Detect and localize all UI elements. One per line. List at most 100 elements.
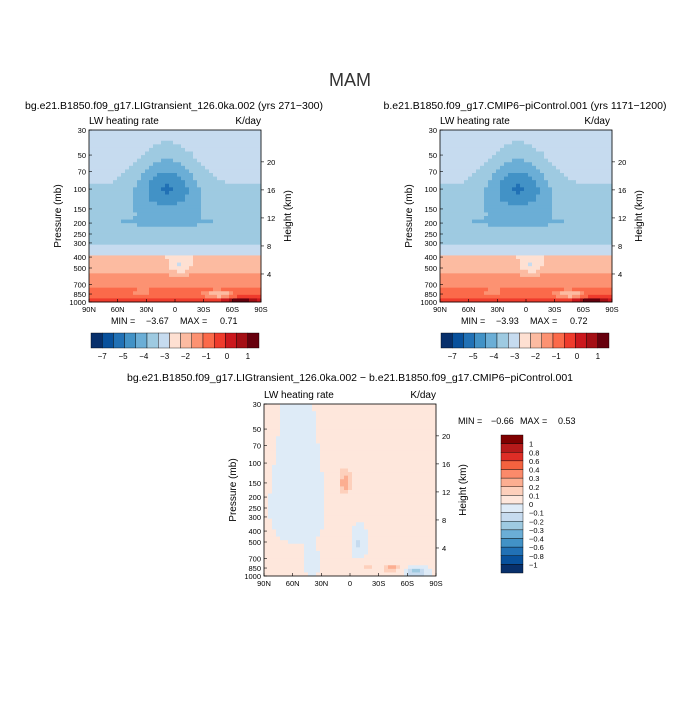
field-cell xyxy=(137,205,141,209)
field-cell xyxy=(304,411,308,415)
field-cell xyxy=(460,152,464,156)
field-cell xyxy=(496,266,500,270)
field-cell xyxy=(532,212,536,216)
field-cell xyxy=(480,202,484,206)
field-cell xyxy=(468,227,472,231)
field-cell xyxy=(496,202,500,206)
field-cell xyxy=(300,526,304,530)
field-cell xyxy=(245,148,249,152)
field-cell xyxy=(300,404,304,408)
field-cell xyxy=(165,277,169,281)
panel-1-plot: 3050701001502002503004005007008501000201… xyxy=(53,126,294,314)
field-cell xyxy=(568,184,572,188)
field-cell xyxy=(460,216,464,220)
field-cell xyxy=(268,551,272,555)
field-cell xyxy=(484,180,488,184)
field-cell xyxy=(604,180,608,184)
field-cell xyxy=(308,555,312,559)
field-cell xyxy=(312,508,316,512)
field-cell xyxy=(121,234,125,238)
field-cell xyxy=(500,134,504,138)
field-cell xyxy=(444,295,448,299)
field-cell xyxy=(237,166,241,170)
field-cell xyxy=(205,144,209,148)
field-cell xyxy=(117,162,121,166)
field-cell xyxy=(97,263,101,267)
field-cell xyxy=(173,173,177,177)
field-cell xyxy=(308,547,312,551)
field-cell xyxy=(496,191,500,195)
field-cell xyxy=(536,216,540,220)
field-cell xyxy=(245,227,249,231)
field-cell xyxy=(440,159,444,163)
field-cell xyxy=(205,130,209,134)
field-cell xyxy=(101,255,105,259)
field-cell xyxy=(233,166,237,170)
field-cell xyxy=(117,230,121,234)
field-cell xyxy=(153,288,157,292)
field-cell xyxy=(272,569,276,573)
field-cell xyxy=(308,504,312,508)
field-cell xyxy=(444,144,448,148)
field-cell xyxy=(213,273,217,277)
field-cell xyxy=(89,141,93,145)
field-cell xyxy=(117,273,121,277)
field-cell xyxy=(93,273,97,277)
field-cell xyxy=(460,191,464,195)
field-cell xyxy=(280,479,284,483)
field-cell xyxy=(536,130,540,134)
field-cell xyxy=(177,291,181,295)
field-cell xyxy=(556,144,560,148)
field-cell xyxy=(464,148,468,152)
field-cell xyxy=(229,144,233,148)
field-cell xyxy=(552,134,556,138)
field-cell xyxy=(189,162,193,166)
field-cell xyxy=(280,422,284,426)
field-cell xyxy=(245,177,249,181)
field-cell xyxy=(141,273,145,277)
field-cell xyxy=(500,234,504,238)
field-cell xyxy=(540,166,544,170)
field-cell xyxy=(500,141,504,145)
field-cell xyxy=(272,461,276,465)
field-cell xyxy=(129,173,133,177)
field-cell xyxy=(312,540,316,544)
field-cell xyxy=(504,288,508,292)
field-cell xyxy=(476,241,480,245)
field-cell xyxy=(492,263,496,267)
field-cell xyxy=(600,281,604,285)
field-cell xyxy=(548,177,552,181)
field-cell xyxy=(540,223,544,227)
field-cell xyxy=(97,209,101,213)
y-tick-label: 400 xyxy=(73,253,86,262)
field-cell xyxy=(253,141,257,145)
field-cell xyxy=(556,159,560,163)
field-cell xyxy=(452,173,456,177)
field-cell xyxy=(193,209,197,213)
field-cell xyxy=(572,259,576,263)
field-cell xyxy=(181,270,185,274)
field-cell xyxy=(268,404,272,408)
field-cell xyxy=(149,191,153,195)
field-cell xyxy=(464,255,468,259)
field-cell xyxy=(185,220,189,224)
field-cell xyxy=(157,284,161,288)
field-cell xyxy=(109,270,113,274)
field-cell xyxy=(604,241,608,245)
field-cell xyxy=(229,162,233,166)
field-cell xyxy=(576,195,580,199)
field-cell xyxy=(512,177,516,181)
field-cell xyxy=(137,184,141,188)
field-cell xyxy=(121,277,125,281)
field-cell xyxy=(496,216,500,220)
field-cell xyxy=(500,241,504,245)
field-cell xyxy=(556,291,560,295)
field-cell xyxy=(121,169,125,173)
field-cell xyxy=(237,273,241,277)
field-cell xyxy=(556,180,560,184)
field-cell xyxy=(556,177,560,181)
field-cell xyxy=(201,291,205,295)
field-cell xyxy=(316,415,320,419)
field-cell xyxy=(484,134,488,138)
field-cell xyxy=(484,141,488,145)
